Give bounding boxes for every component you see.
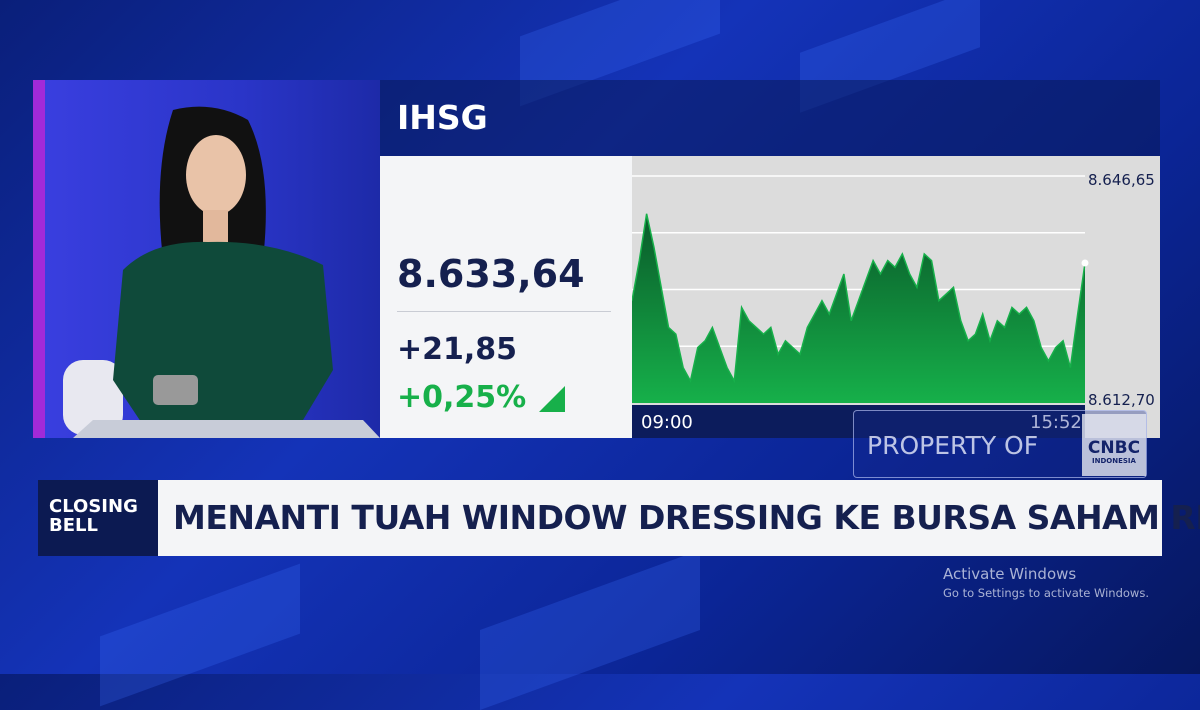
accent-bar [33, 80, 45, 438]
headline: MENANTI TUAH WINDOW DRESSING KE BURSA SA… [173, 498, 1200, 537]
index-title: IHSG [397, 98, 488, 137]
activate-windows-subtitle: Go to Settings to activate Windows. [943, 586, 1149, 600]
watermark: PROPERTY OF CNBC INDONESIA [853, 410, 1147, 478]
y-tick-high: 8.646,65 [1088, 171, 1155, 189]
chart-header [380, 80, 1160, 156]
x-tick-end: 15:52 [1030, 412, 1082, 433]
cnbc-logo: CNBC INDONESIA [1082, 414, 1146, 476]
price-line [632, 213, 1086, 384]
headline-bar: MENANTI TUAH WINDOW DRESSING KE BURSA SA… [158, 480, 1200, 556]
background-cube [100, 563, 300, 707]
presenter-video [33, 80, 380, 438]
y-tick-low: 8.612,70 [1088, 391, 1155, 409]
logo-subtext: INDONESIA [1092, 457, 1136, 465]
background-cube [480, 549, 700, 710]
last-price-marker [1081, 259, 1089, 267]
divider [397, 311, 611, 312]
logo-text: CNBC [1087, 438, 1141, 458]
index-change: +21,85 [397, 332, 518, 367]
presenter-figure [63, 106, 380, 438]
chart-svg [632, 175, 1089, 403]
price-area [632, 213, 1085, 403]
x-tick-start: 09:00 [641, 412, 693, 433]
program-label: CLOSING BELL [38, 480, 158, 556]
watermark-text: PROPERTY OF [867, 431, 1039, 460]
intraday-chart [632, 156, 1160, 438]
activate-windows-title: Activate Windows [943, 565, 1077, 583]
quote-panel: 8.633,64 +21,85 +0,25% [380, 156, 632, 438]
index-change-percent: +0,25% [397, 380, 527, 415]
trend-up-icon [539, 386, 565, 412]
index-price: 8.633,64 [397, 252, 585, 296]
